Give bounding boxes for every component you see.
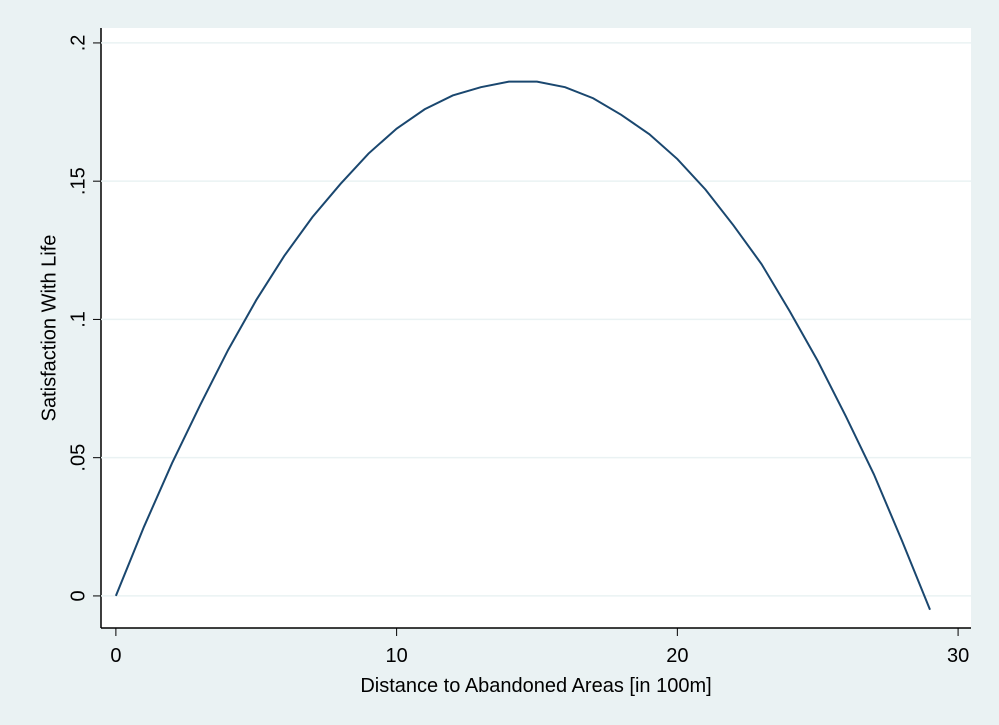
x-tick-label: 30 [947,645,969,667]
line-series [114,80,931,611]
y-axis-title: Satisfaction With Life [38,235,60,422]
x-tick-label: 0 [110,645,121,667]
y-tick-label: .1 [67,311,89,328]
y-tick-label: .05 [67,444,89,472]
x-axis-title: Distance to Abandoned Areas [in 100m] [360,675,711,697]
x-tick-label: 10 [385,645,407,667]
x-tick-label: 20 [666,645,688,667]
y-tick-label: .15 [67,167,89,195]
plot-area [101,28,971,628]
y-tick-label: 0 [67,590,89,601]
y-tick-label: .2 [67,35,89,52]
